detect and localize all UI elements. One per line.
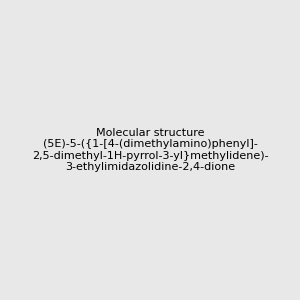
Text: Molecular structure
(5E)-5-({1-[4-(dimethylamino)phenyl]-
2,5-dimethyl-1H-pyrrol: Molecular structure (5E)-5-({1-[4-(dimet… xyxy=(32,128,268,172)
